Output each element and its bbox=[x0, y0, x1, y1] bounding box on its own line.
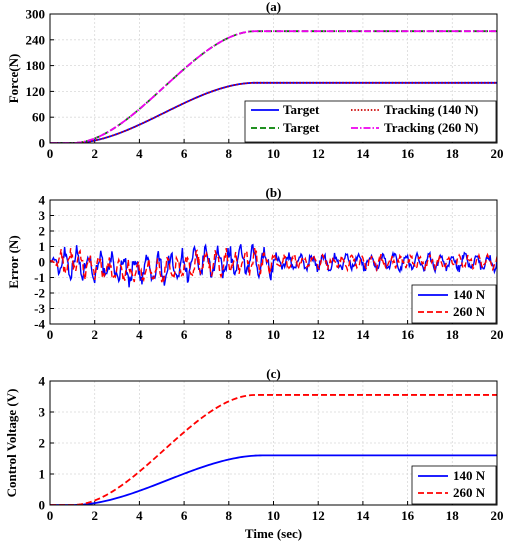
x-tick-label: 12 bbox=[312, 146, 325, 161]
y-tick-label: 240 bbox=[26, 32, 46, 47]
x-tick-label: 14 bbox=[356, 508, 370, 523]
x-tick-label: 4 bbox=[136, 508, 143, 523]
x-tick-label: 2 bbox=[91, 146, 98, 161]
x-tick-label: 2 bbox=[91, 508, 98, 523]
y-tick-label: 300 bbox=[26, 7, 46, 22]
y-tick-label: 120 bbox=[26, 84, 46, 99]
x-tick-label: 10 bbox=[267, 508, 280, 523]
y-tick-label: 180 bbox=[26, 58, 46, 73]
x-tick-label: 6 bbox=[181, 508, 188, 523]
x-tick-label: 16 bbox=[401, 508, 415, 523]
x-tick-label: 8 bbox=[226, 146, 233, 161]
y-axis-label: Control Voltage (V) bbox=[4, 389, 19, 498]
x-tick-label: 12 bbox=[312, 327, 325, 342]
legend-label: Tracking (140 N) bbox=[384, 102, 478, 117]
x-tick-label: 16 bbox=[401, 327, 415, 342]
y-tick-label: 0 bbox=[39, 136, 46, 151]
y-tick-label: 0 bbox=[39, 498, 46, 513]
x-tick-label: 8 bbox=[226, 327, 233, 342]
x-tick-label: 12 bbox=[312, 508, 325, 523]
series-line-2 bbox=[50, 394, 497, 505]
x-tick-label: 4 bbox=[136, 146, 143, 161]
legend: 140 N 260 N bbox=[411, 465, 497, 505]
legend-box bbox=[411, 284, 497, 324]
legend: Target Tracking (140 N) Target Tracking (26… bbox=[244, 100, 497, 143]
series-line-1 bbox=[50, 243, 497, 288]
x-tick-label: 18 bbox=[446, 146, 460, 161]
series-group bbox=[50, 394, 497, 505]
y-tick-label: 2 bbox=[39, 224, 46, 239]
series-line-1 bbox=[50, 454, 497, 505]
panel-title: (c) bbox=[266, 366, 280, 381]
legend-label: 260 N bbox=[453, 485, 486, 500]
y-tick-label: 4 bbox=[39, 193, 46, 208]
x-tick-label: 10 bbox=[267, 327, 280, 342]
series-line-2 bbox=[50, 247, 497, 283]
x-tick-label: 0 bbox=[47, 508, 54, 523]
legend-label: Tracking (260 N) bbox=[384, 120, 478, 135]
x-tick-label: 0 bbox=[47, 146, 54, 161]
x-tick-label: 4 bbox=[136, 327, 143, 342]
y-tick-label: -1 bbox=[34, 270, 45, 285]
x-tick-label: 14 bbox=[356, 327, 370, 342]
x-tick-label: 6 bbox=[181, 146, 188, 161]
x-tick-label: 20 bbox=[491, 508, 504, 523]
x-tick-label: 18 bbox=[446, 327, 460, 342]
x-tick-label: 20 bbox=[491, 146, 504, 161]
series-line-2 bbox=[50, 81, 497, 143]
plot-frame bbox=[49, 13, 498, 144]
y-tick-label: 1 bbox=[39, 467, 46, 482]
y-tick-label: 3 bbox=[39, 405, 46, 420]
panel-a: 0 2 4 6 8 10 12 14 16 18 20 0 60 120 180 240 300 (a) Force… bbox=[6, 0, 504, 161]
x-tick-label: 14 bbox=[356, 146, 370, 161]
legend-label: Target bbox=[283, 102, 320, 117]
legend-box bbox=[411, 465, 497, 505]
y-tick-label: 60 bbox=[32, 110, 45, 125]
legend: 140 N 260 N bbox=[411, 284, 497, 324]
legend-label: 140 N bbox=[453, 468, 486, 483]
y-tick-label: 1 bbox=[39, 239, 46, 254]
x-tick-label: 10 bbox=[267, 146, 280, 161]
x-tick-label: 2 bbox=[91, 327, 98, 342]
y-axis-label: Force(N) bbox=[6, 54, 21, 104]
x-tick-label: 8 bbox=[226, 508, 233, 523]
x-tick-label: 18 bbox=[446, 508, 460, 523]
panel-title: (b) bbox=[266, 185, 282, 200]
y-tick-label: 0 bbox=[39, 255, 46, 270]
y-tick-label: 3 bbox=[39, 208, 46, 223]
legend-box bbox=[244, 100, 497, 143]
x-tick-label: 6 bbox=[181, 327, 188, 342]
y-tick-label: 4 bbox=[39, 374, 46, 389]
x-tick-label: 0 bbox=[47, 327, 54, 342]
legend-label: 140 N bbox=[453, 287, 486, 302]
y-tick-label: -4 bbox=[34, 317, 45, 332]
x-tick-label: 20 bbox=[491, 327, 504, 342]
plot-frame bbox=[49, 380, 498, 506]
panel-title: (a) bbox=[266, 0, 281, 14]
series-line-4 bbox=[50, 30, 497, 143]
y-tick-label: -3 bbox=[34, 301, 45, 316]
legend-label: Target bbox=[283, 120, 320, 135]
y-tick-label: 2 bbox=[39, 436, 46, 451]
y-axis-label: Error (N) bbox=[6, 235, 21, 288]
series-group bbox=[50, 243, 497, 288]
x-tick-label: 16 bbox=[401, 146, 415, 161]
y-tick-label: -2 bbox=[34, 286, 45, 301]
series-line-3 bbox=[50, 30, 497, 143]
plot-frame bbox=[49, 199, 498, 325]
x-axis-label: Time (sec) bbox=[245, 526, 302, 541]
legend-label: 260 N bbox=[453, 304, 486, 319]
series-group bbox=[50, 30, 497, 143]
